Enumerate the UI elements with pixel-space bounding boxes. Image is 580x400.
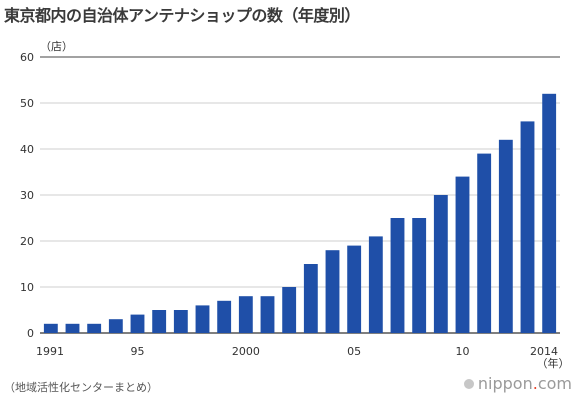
bars [43, 93, 557, 334]
bar-2008 [412, 218, 427, 333]
y-tick-label: 40 [20, 143, 34, 156]
source-note: （地域活性化センターまとめ） [4, 381, 158, 394]
x-tick-labels: 1991 95 2000 05 10 2014 [36, 345, 558, 358]
logo-dot: . [532, 374, 538, 393]
bar-2014 [542, 93, 557, 333]
bar-1992 [65, 323, 80, 333]
bar-1991 [43, 323, 58, 333]
logo-tld: com [537, 374, 572, 393]
bar-1998 [195, 305, 210, 333]
logo-name: nippon [477, 374, 533, 393]
bar-2011 [477, 153, 492, 333]
y-tick-label: 60 [20, 51, 34, 64]
bar-2007 [390, 218, 405, 333]
y-gridlines [40, 56, 560, 334]
bar-2003 [303, 264, 318, 333]
x-tick-label: 2014 [530, 345, 558, 358]
bar-2013 [520, 121, 535, 334]
bar-1993 [87, 323, 102, 333]
y-unit-label: （店） [40, 39, 73, 53]
bar-2012 [498, 139, 513, 333]
bar-1999 [217, 300, 232, 333]
chart-title: 東京都内の自治体アンテナショップの数（年度別） [4, 6, 360, 25]
x-tick-label: 1991 [36, 345, 64, 358]
bar-2010 [455, 176, 470, 333]
x-tick-label: 05 [347, 345, 361, 358]
logo-dot-icon [463, 378, 474, 389]
bar-1995 [130, 314, 145, 333]
y-tick-label: 20 [20, 235, 34, 248]
bar-2000 [238, 296, 253, 333]
x-unit-label: （年） [537, 356, 570, 370]
bar-1994 [108, 319, 123, 333]
bar-2005 [347, 245, 362, 333]
bar-2001 [260, 296, 275, 333]
y-tick-label: 50 [20, 97, 34, 110]
x-tick-label: 10 [456, 345, 470, 358]
bar-2006 [368, 236, 383, 333]
y-tick-label: 30 [20, 189, 34, 202]
y-tick-label: 0 [27, 327, 34, 340]
bar-1996 [152, 310, 167, 333]
bar-2004 [325, 250, 340, 333]
x-tick-label: 2000 [232, 345, 260, 358]
y-tick-labels: 0 10 20 30 40 50 60 [20, 51, 34, 340]
bar-2002 [282, 287, 297, 333]
site-logo: nippon.com [463, 374, 572, 393]
bar-2009 [433, 195, 448, 333]
bar-1997 [173, 310, 188, 333]
y-tick-label: 10 [20, 281, 34, 294]
x-tick-label: 95 [131, 345, 145, 358]
